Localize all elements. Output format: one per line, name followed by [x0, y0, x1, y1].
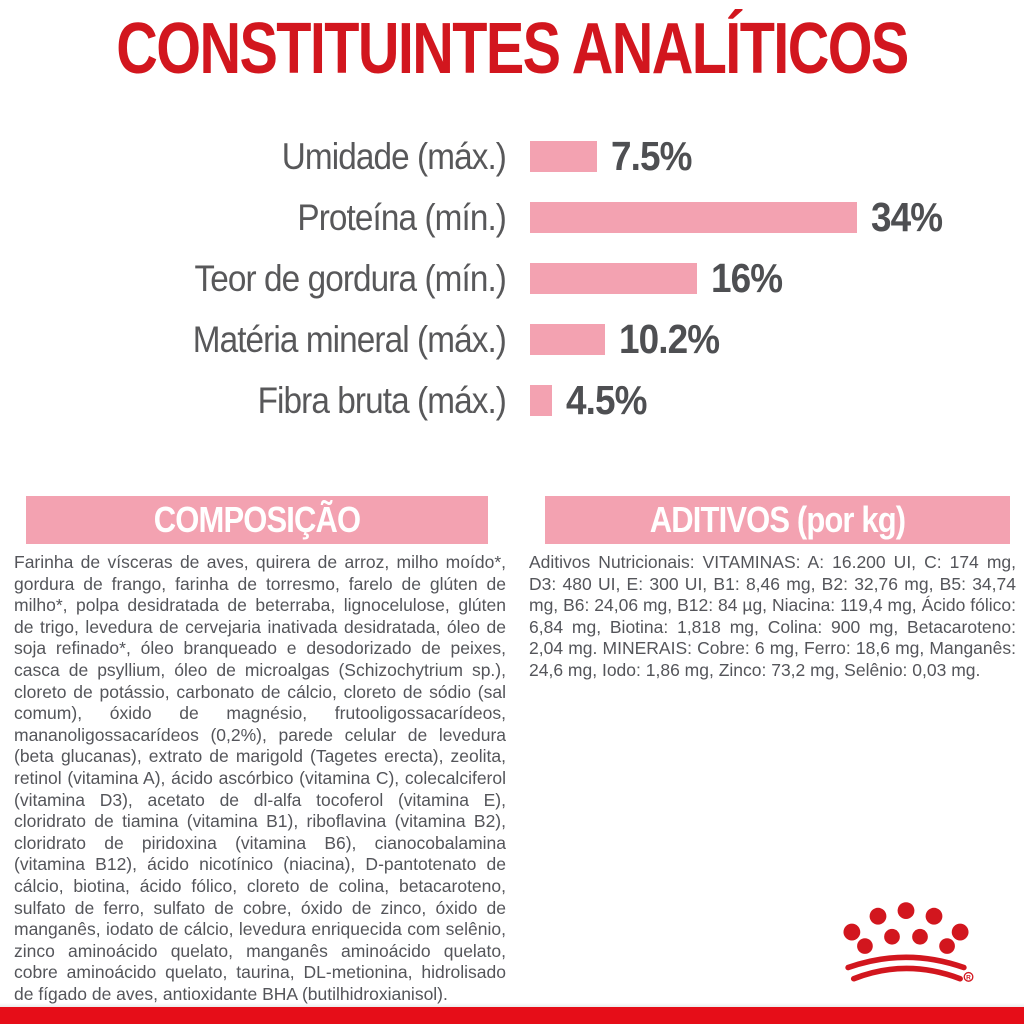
- bar-label-gordura: Teor de gordura (mín.): [194, 257, 507, 299]
- bar-fibra: [530, 385, 552, 416]
- svg-text:R: R: [966, 974, 971, 981]
- royal-canin-crown-icon: R: [843, 902, 974, 982]
- additives-section-header: ADITIVOS (por kg): [545, 496, 1010, 544]
- additives-text: Aditivos Nutricionais: VITAMINAS: A: 16.…: [529, 552, 1016, 680]
- composition-text: Farinha de vísceras de aves, quirera de …: [14, 552, 506, 1004]
- bar-label-fibra: Fibra bruta (máx.): [257, 379, 507, 421]
- analytical-constituents-chart: Umidade (máx.) 7.5% Proteína (mín.) 34% …: [0, 126, 1024, 431]
- chart-row: Matéria mineral (máx.) 10.2%: [0, 309, 1024, 370]
- bar-value-gordura: 16%: [711, 255, 783, 301]
- bar-label-mineral: Matéria mineral (máx.): [192, 318, 507, 360]
- bar-value-proteina: 34%: [871, 194, 943, 240]
- bar-value-mineral: 10.2%: [619, 316, 720, 362]
- bar-umidade: [530, 141, 597, 172]
- chart-row: Umidade (máx.) 7.5%: [0, 126, 1024, 187]
- registered-mark-icon: R: [963, 971, 974, 982]
- bottom-red-stripe: [0, 1003, 1024, 1024]
- chart-row: Proteína (mín.) 34%: [0, 187, 1024, 248]
- bar-value-fibra: 4.5%: [566, 377, 647, 423]
- additives-header-label: ADITIVOS (por kg): [649, 499, 906, 540]
- chart-row: Fibra bruta (máx.) 4.5%: [0, 370, 1024, 431]
- bar-label-umidade: Umidade (máx.): [281, 135, 507, 177]
- bar-proteina: [530, 202, 857, 233]
- composition-section-header: COMPOSIÇÃO: [26, 496, 488, 544]
- composition-header-label: COMPOSIÇÃO: [153, 499, 361, 540]
- bar-mineral: [530, 324, 605, 355]
- bar-gordura: [530, 263, 697, 294]
- bar-label-proteina: Proteína (mín.): [297, 196, 506, 238]
- bar-value-umidade: 7.5%: [611, 133, 692, 179]
- chart-row: Teor de gordura (mín.) 16%: [0, 248, 1024, 309]
- page-title: CONSTITUINTES ANALÍTICOS: [116, 9, 909, 89]
